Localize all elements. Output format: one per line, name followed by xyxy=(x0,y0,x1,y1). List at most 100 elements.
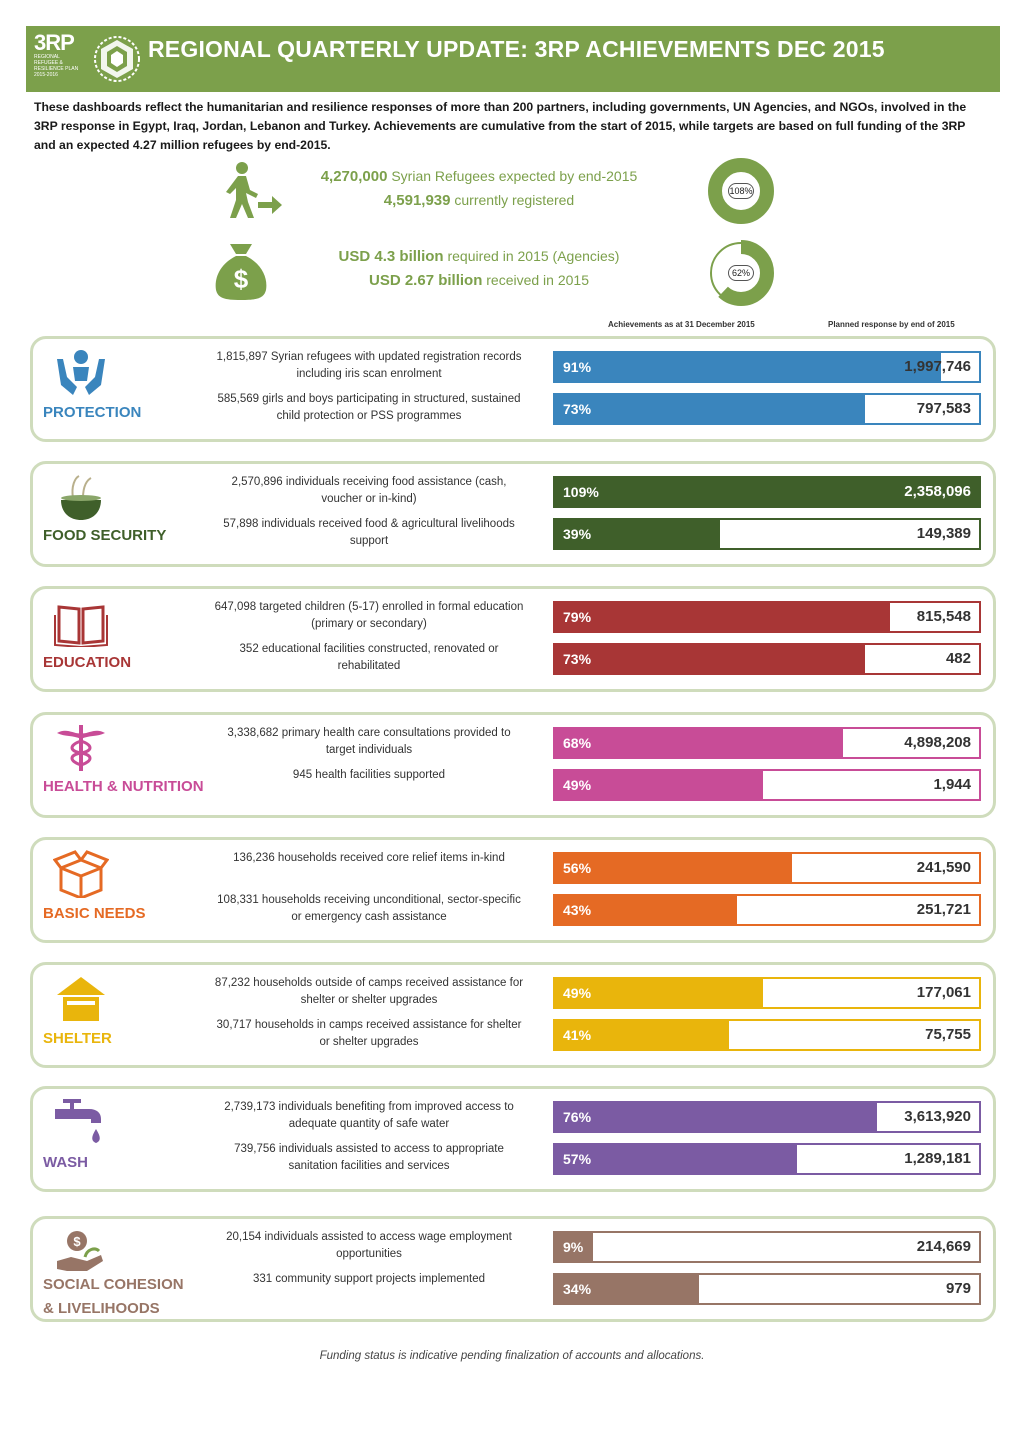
indicator-progress-fill xyxy=(555,395,865,423)
indicator-percent: 49% xyxy=(563,777,592,793)
sector-name: EDUCATION xyxy=(43,654,132,671)
indicator-percent: 76% xyxy=(563,1109,592,1125)
indicator-percent: 41% xyxy=(563,1027,592,1043)
indicator-progress-bar: 68% 4,898,208 xyxy=(553,727,981,759)
open-book-icon xyxy=(53,597,109,649)
sector-name: PROTECTION xyxy=(43,404,142,421)
indicator-percent: 73% xyxy=(563,401,592,417)
indicator-target: 1,944 xyxy=(933,776,971,793)
indicator-description: 136,236 households received core relief … xyxy=(233,852,505,864)
indicator-target: 251,721 xyxy=(916,901,971,918)
sector-panel-health-nutrition: HEALTH & NUTRITION 3,338,682 primary heal… xyxy=(30,712,996,818)
indicator-description: 647,098 targeted children (5-17) enrolle… xyxy=(214,601,524,630)
sector-name: HEALTH & NUTRITION xyxy=(43,778,204,795)
funding-donut-label: 62% xyxy=(728,265,754,281)
achievements-column-header: Achievements as at 31 December 2015 xyxy=(608,320,755,329)
indicator-description: 352 educational facilities constructed, … xyxy=(239,643,499,672)
svg-text:$: $ xyxy=(73,1234,81,1249)
indicator-percent: 9% xyxy=(563,1239,584,1255)
sector-panel-education: EDUCATION 647,098 targeted children (5-17… xyxy=(30,586,996,692)
sector-panel-basic-needs: BASIC NEEDS 136,236 households received c… xyxy=(30,837,996,943)
page-header: 3RP REGIONAL REFUGEE & RESILIENCE PLAN 2… xyxy=(26,26,1000,92)
indicator-description: 585,569 girls and boys participating in … xyxy=(217,393,521,422)
relief-box-icon xyxy=(52,848,110,900)
indicator-description: 1,815,897 Syrian refugees with updated r… xyxy=(216,351,522,380)
house-icon xyxy=(53,973,109,1023)
sector-name: SHELTER xyxy=(43,1030,112,1047)
refugees-donut: 108% xyxy=(708,158,774,224)
logo-subtitle: REGIONAL REFUGEE & RESILIENCE PLAN 2015-… xyxy=(34,54,79,78)
sector-name-line1: SOCIAL COHESION xyxy=(43,1276,184,1293)
indicator-percent: 56% xyxy=(563,860,592,876)
sector-panel-protection: PROTECTION 1,815,897 Syrian refugees with… xyxy=(30,336,996,442)
indicator-description: 2,570,896 individuals receiving food ass… xyxy=(231,476,507,505)
sector-name: WASH xyxy=(43,1154,88,1171)
indicator-target: 4,898,208 xyxy=(904,734,971,751)
sector-name: SOCIAL COHESION & LIVELIHOODS xyxy=(43,1273,184,1321)
livelihood-hand-icon: $ xyxy=(53,1227,109,1277)
indicator-progress-fill xyxy=(555,854,793,882)
indicator-progress-fill xyxy=(555,645,865,673)
funding-required-text: required in 2015 (Agencies) xyxy=(447,248,620,264)
indicator-progress-fill xyxy=(555,771,763,799)
indicator-progress-fill xyxy=(555,729,844,757)
indicator-percent: 43% xyxy=(563,902,592,918)
indicator-target: 214,669 xyxy=(916,1238,971,1255)
svg-text:$: $ xyxy=(234,264,249,294)
indicator-description: 87,232 households outside of camps recei… xyxy=(214,977,524,1006)
indicator-target: 149,389 xyxy=(916,525,971,542)
indicator-target: 177,061 xyxy=(916,984,971,1001)
refugees-registered-text: currently registered xyxy=(454,192,575,208)
sector-panel-wash: WASH 2,739,173 individuals benefiting fro… xyxy=(30,1086,996,1192)
indicator-target: 2,358,096 xyxy=(904,483,971,500)
globe-logo-icon xyxy=(94,36,140,82)
indicator-percent: 39% xyxy=(563,526,592,542)
indicator-progress-fill xyxy=(555,979,763,1007)
funding-received-value: USD 2.67 billion xyxy=(369,272,483,289)
refugees-expected-value: 4,270,000 xyxy=(320,168,388,185)
indicator-progress-bar: 39% 149,389 xyxy=(553,518,981,550)
refugees-registered-value: 4,591,939 xyxy=(383,192,451,209)
refugees-donut-label: 108% xyxy=(728,183,754,199)
indicator-progress-bar: 73% 482 xyxy=(553,643,981,675)
indicator-progress-bar: 34% 979 xyxy=(553,1273,981,1305)
sector-name-line2: & LIVELIHOODS xyxy=(43,1300,160,1317)
indicator-progress-fill xyxy=(555,896,738,924)
water-tap-icon xyxy=(53,1097,109,1147)
footer-note: Funding status is indicative pending fin… xyxy=(319,1350,705,1362)
indicator-target: 1,289,181 xyxy=(904,1150,971,1167)
indicator-target: 1,997,746 xyxy=(904,358,971,375)
indicator-percent: 109% xyxy=(563,484,599,500)
indicator-target: 241,590 xyxy=(916,859,971,876)
indicator-progress-fill xyxy=(555,1021,729,1049)
indicator-target: 3,613,920 xyxy=(904,1108,971,1125)
indicator-progress-bar: 57% 1,289,181 xyxy=(553,1143,981,1175)
indicator-progress-bar: 9% 214,669 xyxy=(553,1231,981,1263)
indicator-progress-fill xyxy=(555,1103,878,1131)
refugees-registered: 4,591,939 currently registered xyxy=(286,192,672,209)
indicator-progress-fill xyxy=(555,603,890,631)
sector-panel-shelter: SHELTER 87,232 households outside of camp… xyxy=(30,962,996,1068)
money-bag-icon: $ xyxy=(215,244,267,300)
indicator-progress-bar: 43% 251,721 xyxy=(553,894,981,926)
indicator-progress-bar: 79% 815,548 xyxy=(553,601,981,633)
planned-column-header: Planned response by end of 2015 xyxy=(828,320,955,329)
page-title: REGIONAL QUARTERLY UPDATE: 3RP ACHIEVEME… xyxy=(148,36,885,62)
indicator-description: 2,739,173 individuals benefiting from im… xyxy=(224,1101,514,1130)
indicator-progress-bar: 56% 241,590 xyxy=(553,852,981,884)
sector-name: BASIC NEEDS xyxy=(43,905,146,922)
indicator-percent: 68% xyxy=(563,735,592,751)
logo-text: 3RP xyxy=(34,30,75,55)
funding-required-value: USD 4.3 billion xyxy=(338,248,444,265)
indicator-description: 739,756 individuals assisted to access t… xyxy=(234,1143,504,1172)
indicator-description: 331 community support projects implement… xyxy=(252,1273,486,1285)
indicator-progress-bar: 76% 3,613,920 xyxy=(553,1101,981,1133)
indicator-description: 108,331 households receiving uncondition… xyxy=(217,894,521,923)
indicator-progress-fill xyxy=(555,1145,797,1173)
indicator-progress-fill xyxy=(555,478,979,506)
indicator-description: 30,717 households in camps received assi… xyxy=(216,1019,522,1048)
sector-panel-social-cohesion-livelihoods: $ SOCIAL COHESION & LIVELIHOODS 20,154 indi… xyxy=(30,1216,996,1322)
refugees-expected: 4,270,000 Syrian Refugees expected by en… xyxy=(286,168,672,185)
indicator-description: 945 health facilities supported xyxy=(292,769,446,781)
indicator-description: 20,154 individuals assisted to access wa… xyxy=(226,1231,512,1260)
